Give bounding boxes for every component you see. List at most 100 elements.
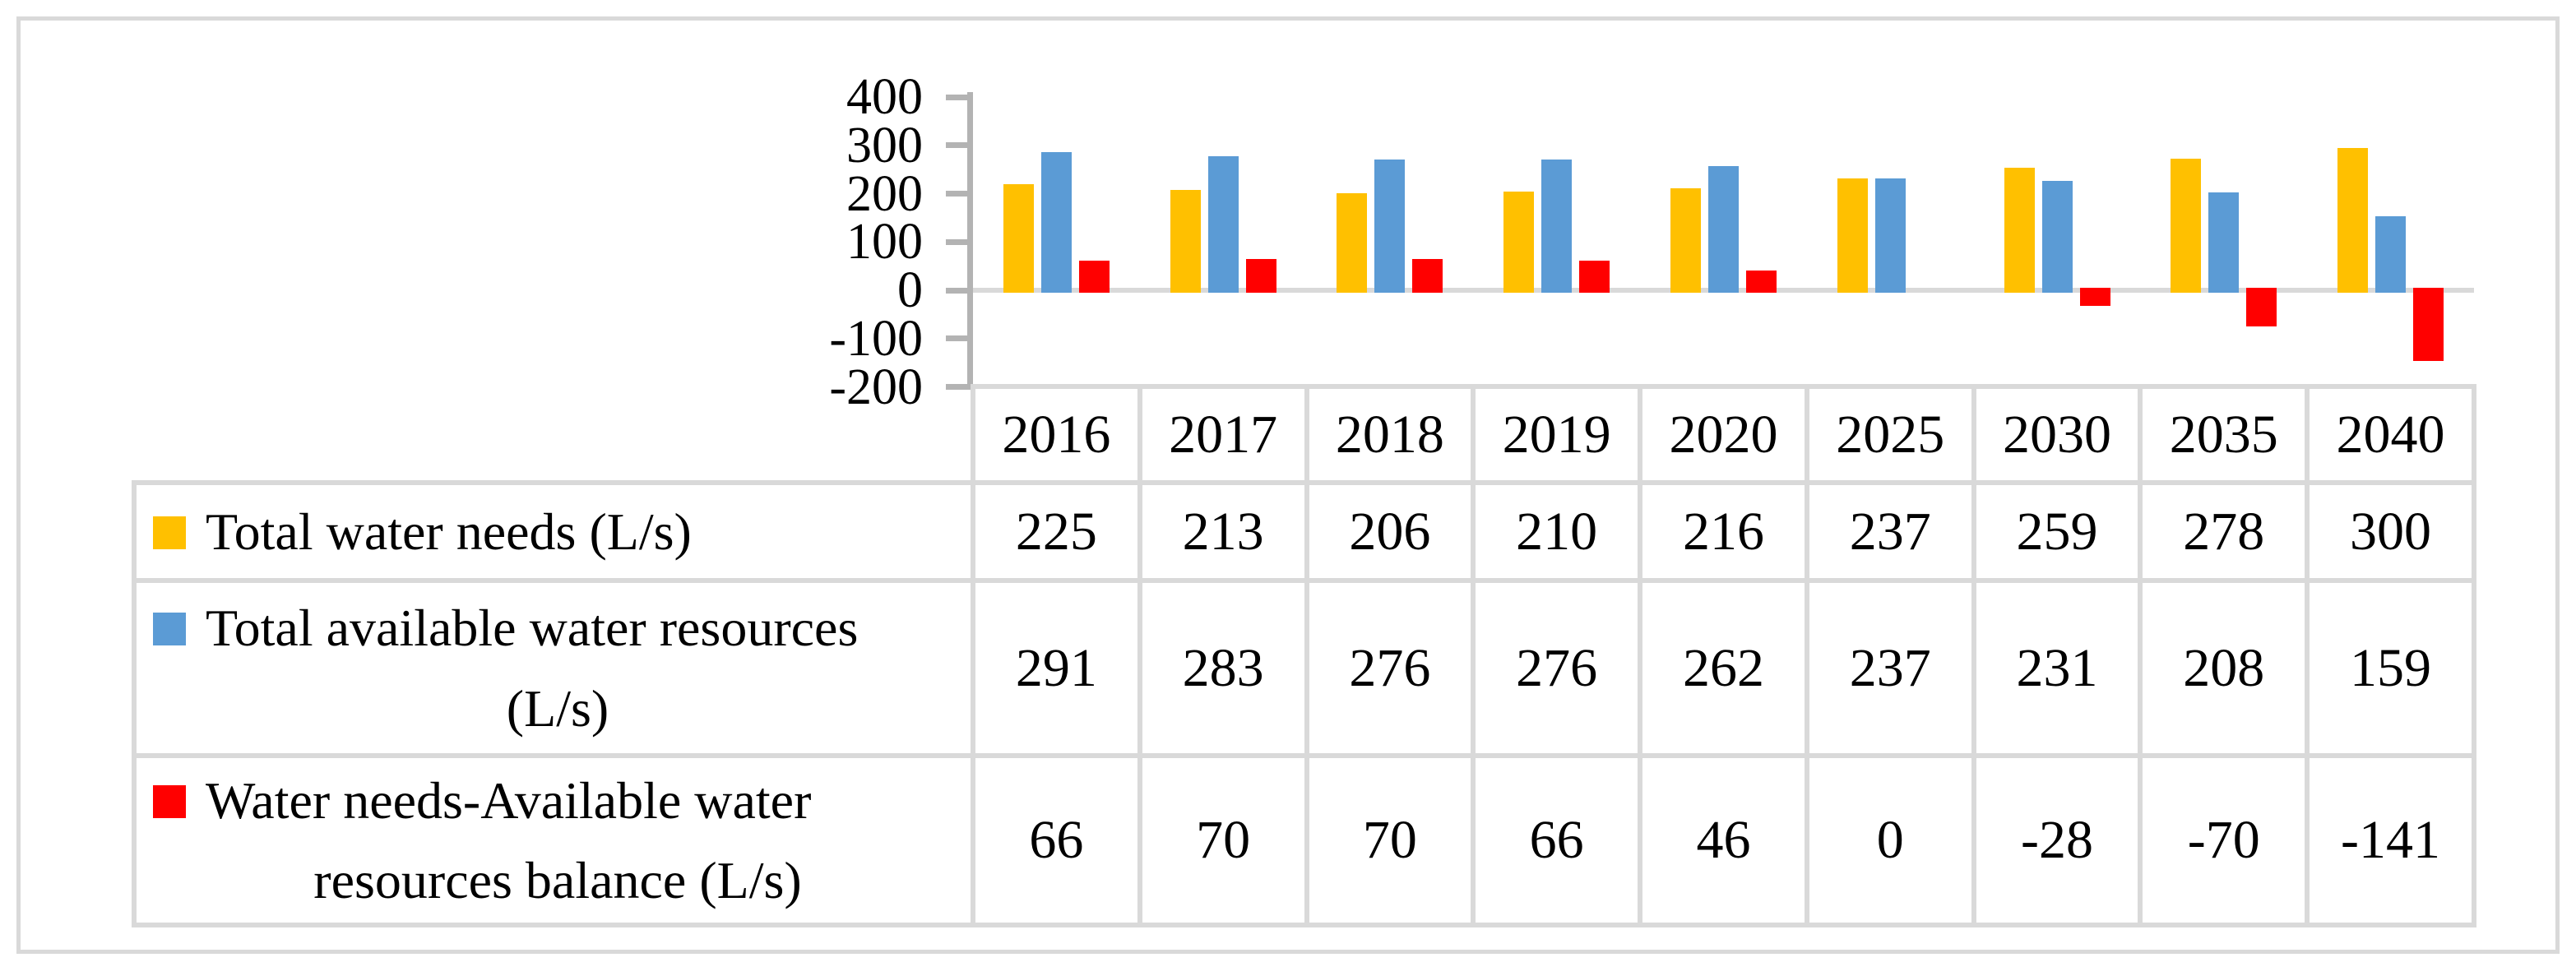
bar-series2-2040	[2375, 216, 2406, 293]
year-header-cell: 2019	[1471, 384, 1643, 485]
value-cell: 66	[1471, 753, 1643, 927]
series-label-line: Total available water resources	[153, 588, 962, 668]
y-axis-tick	[946, 288, 967, 294]
bar-series2-2018	[1374, 160, 1405, 293]
bar-series1-2025	[1837, 178, 1868, 293]
y-axis-tick	[946, 191, 967, 197]
value-cell: 206	[1304, 480, 1476, 583]
y-axis-tick	[946, 335, 967, 341]
value-cell: 278	[2138, 480, 2310, 583]
value-cell: 213	[1137, 480, 1309, 583]
table-spacer-cell	[134, 386, 973, 483]
value-cell: 66	[971, 753, 1142, 927]
y-axis-tick	[946, 95, 967, 100]
y-axis-tick-label: 100	[846, 214, 923, 270]
bar-series1-2017	[1170, 190, 1201, 293]
data-table: 2016 2017 2018 2019 2020 2025 2030 2035 2040 Tota…	[132, 384, 2476, 927]
bar-series2-2019	[1541, 160, 1572, 293]
value-cell: 276	[1304, 578, 1476, 758]
bar-series1-2020	[1670, 188, 1701, 293]
bar-series1-2035	[2171, 159, 2201, 293]
value-cell: 291	[971, 578, 1142, 758]
bar-series2-2030	[2042, 181, 2073, 293]
bar-series3-2018	[1412, 259, 1443, 293]
value-cell: 231	[1971, 578, 2143, 758]
value-cell: 70	[1304, 753, 1476, 927]
year-header-cell: 2035	[2138, 384, 2310, 485]
series-label-cell: Water needs-Available water resources bal…	[132, 753, 975, 927]
year-header-cell: 2016	[971, 384, 1142, 485]
series-label: Total water needs (L/s)	[153, 492, 962, 571]
bar-series3-2019	[1579, 261, 1610, 293]
value-cell: 276	[1471, 578, 1643, 758]
series-label: Total available water resources (L/s)	[153, 588, 962, 748]
series-label-line: (L/s)	[153, 668, 962, 748]
legend-swatch-series3	[153, 784, 186, 818]
series-label-text: Total available water resources	[206, 599, 859, 658]
value-cell: -141	[2305, 753, 2476, 927]
bar-series3-2017	[1246, 259, 1276, 293]
y-axis-tick	[946, 239, 967, 245]
value-cell: 0	[1804, 753, 1976, 927]
y-axis-tick-label: -100	[829, 311, 923, 367]
y-axis-tick-label: 400	[846, 69, 923, 125]
year-header-cell: 2017	[1137, 384, 1309, 485]
y-axis-tick	[946, 142, 967, 148]
value-cell: 259	[1971, 480, 2143, 583]
bar-series1-2019	[1503, 192, 1534, 293]
bar-series3-2016	[1079, 261, 1110, 293]
value-cell: 210	[1471, 480, 1643, 583]
value-cell: 159	[2305, 578, 2476, 758]
legend-swatch-series1	[153, 516, 186, 549]
figure-frame	[16, 16, 2560, 954]
series-label-text: resources balance (L/s)	[313, 851, 802, 909]
value-cell: -28	[1971, 753, 2143, 927]
value-cell: 283	[1137, 578, 1309, 758]
bar-series1-2040	[2337, 148, 2368, 293]
bar-series2-2016	[1041, 152, 1072, 293]
year-header-cell: 2040	[2305, 384, 2476, 485]
year-header-cell: 2018	[1304, 384, 1476, 485]
series-label-line: Total water needs (L/s)	[153, 492, 962, 571]
value-cell: 208	[2138, 578, 2310, 758]
series-label-text: Water needs-Available water	[206, 770, 812, 830]
value-cell: 46	[1638, 753, 1809, 927]
bar-series3-2020	[1746, 271, 1777, 293]
y-axis-line	[967, 92, 973, 390]
series-label: Water needs-Available water resources bal…	[153, 761, 962, 921]
series-label-cell: Total water needs (L/s)	[132, 480, 975, 583]
value-cell: 70	[1137, 753, 1309, 927]
bar-series1-2018	[1337, 193, 1367, 293]
bar-series3-2040	[2413, 288, 2444, 361]
series-label-cell: Total available water resources (L/s)	[132, 578, 975, 758]
series-label-text: (L/s)	[506, 678, 609, 738]
value-cell: 300	[2305, 480, 2476, 583]
year-header-cell: 2030	[1971, 384, 2143, 485]
series-label-text: Total water needs (L/s)	[206, 502, 692, 561]
value-cell: 262	[1638, 578, 1809, 758]
bar-series3-2030	[2080, 288, 2110, 306]
value-cell: 216	[1638, 480, 1809, 583]
bar-series1-2016	[1003, 184, 1034, 293]
y-axis-tick-label: 0	[897, 262, 923, 318]
y-axis-tick	[946, 384, 967, 390]
bar-series2-2020	[1708, 166, 1739, 293]
value-cell: 225	[971, 480, 1142, 583]
legend-swatch-series2	[153, 613, 186, 646]
bar-series3-2035	[2246, 288, 2277, 326]
bar-series1-2030	[2004, 168, 2035, 293]
value-cell: -70	[2138, 753, 2310, 927]
y-axis-tick-label: 200	[846, 166, 923, 222]
year-header-cell: 2025	[1804, 384, 1976, 485]
value-cell: 237	[1804, 578, 1976, 758]
y-axis-tick-label: 300	[846, 118, 923, 173]
bar-series2-2025	[1875, 178, 1906, 293]
y-axis-tick-label: -200	[829, 359, 923, 415]
bar-series2-2017	[1208, 156, 1239, 293]
series-label-line: Water needs-Available water	[153, 761, 962, 840]
value-cell: 237	[1804, 480, 1976, 583]
series-label-line: resources balance (L/s)	[153, 840, 962, 920]
year-header-cell: 2020	[1638, 384, 1809, 485]
bar-series2-2035	[2208, 192, 2239, 293]
